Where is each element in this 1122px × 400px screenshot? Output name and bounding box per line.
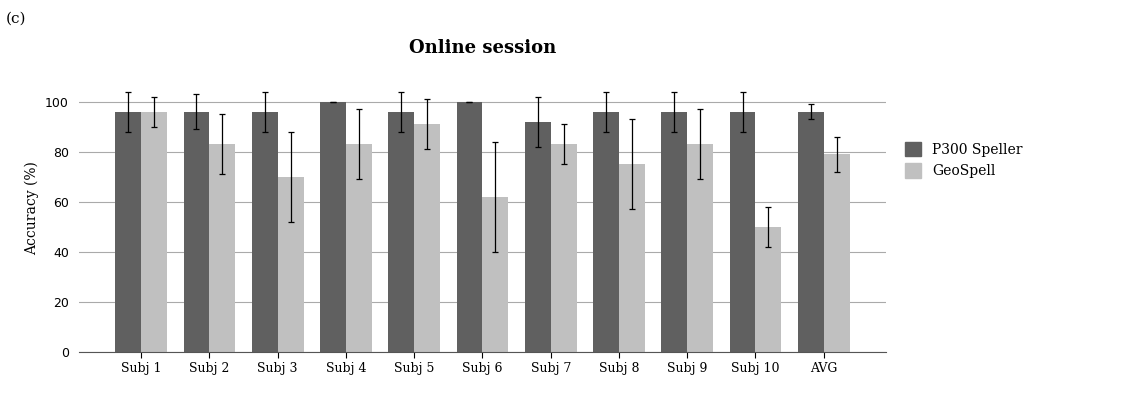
Bar [320,102,346,352]
Bar [661,112,687,352]
Y-axis label: Accuracy (%): Accuracy (%) [25,161,39,255]
Bar [798,112,824,352]
Bar [594,112,619,352]
Title: Online session: Online session [408,39,557,57]
Bar [414,124,440,352]
Bar [251,112,278,352]
Bar [457,102,482,352]
Bar [755,227,781,352]
Bar [525,122,551,352]
Bar [482,197,508,352]
Bar [346,144,371,352]
Bar [141,112,167,352]
Bar [551,144,577,352]
Bar [824,154,849,352]
Bar [210,144,236,352]
Bar [619,164,645,352]
Bar [687,144,714,352]
Text: (c): (c) [6,12,26,26]
Bar [116,112,141,352]
Bar [184,112,210,352]
Bar [278,177,304,352]
Bar [729,112,755,352]
Legend: P300 Speller, GeoSpell: P300 Speller, GeoSpell [904,142,1023,178]
Bar [388,112,414,352]
